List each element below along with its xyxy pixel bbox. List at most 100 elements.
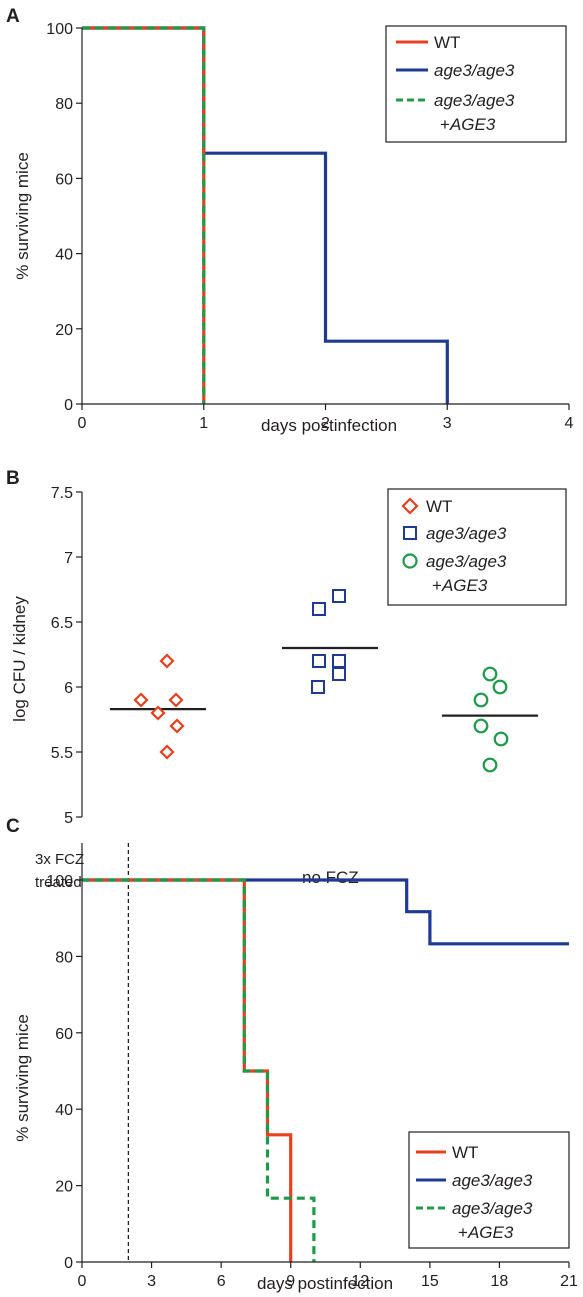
panel-c-ytick-label: 0 <box>64 1255 73 1272</box>
data-point-mut <box>312 602 326 616</box>
panel-b-ytick-label: 6 <box>64 680 73 697</box>
panel-a-letter: A <box>6 6 20 27</box>
panel-c-xtick-label: 3 <box>147 1273 156 1290</box>
panel-c-ytick-label: 20 <box>55 1179 73 1196</box>
panel-b-ytick-label: 6.5 <box>51 615 73 632</box>
panel-c-series-comp <box>82 878 316 1262</box>
data-point-wt <box>159 653 175 669</box>
panel-a-ylabel: % surviving mice <box>13 152 32 280</box>
panel-c-xtick-label: 18 <box>491 1273 509 1290</box>
panel-c-xlabel: days postinfection <box>257 1274 393 1293</box>
annotation-no-fcz: no FCZ <box>302 868 359 887</box>
panel-b-ylabel: log CFU / kidney <box>10 596 29 722</box>
data-point-mut <box>332 667 346 681</box>
data-point-mut <box>332 654 346 668</box>
panel-c-ytick-label: 100 <box>46 873 73 890</box>
legend-comp-label: age3/age3 <box>434 91 515 110</box>
annotation-treated-line1: 3x FCZ <box>35 851 84 868</box>
panel-c-ytick-label: 40 <box>55 1102 73 1119</box>
legend-b-comp-label-2: +AGE3 <box>432 576 488 595</box>
panel-a-xtick-label: 0 <box>78 415 87 432</box>
panel-a-ytick-label: 0 <box>64 397 73 414</box>
panel-c-xtick-label: 0 <box>78 1273 87 1290</box>
panel-a-ytick-label: 80 <box>55 96 73 113</box>
panel-b-legend: WT age3/age3 age3/age3 +AGE3 <box>387 488 567 606</box>
data-point-wt <box>133 692 149 708</box>
data-point-comp <box>482 666 498 682</box>
panel-a-xlabel: days postinfection <box>261 416 397 435</box>
data-point-wt <box>159 744 175 760</box>
panel-b-letter: B <box>6 468 20 489</box>
legend-comp-plus: + <box>440 115 450 134</box>
panel-b-legend-box <box>387 488 567 606</box>
legend-comp-label-2: +AGE3 <box>440 115 496 134</box>
panel-a-ytick-label: 20 <box>55 322 73 339</box>
panel-a-legend: WT age3/age3 age3/age3 +AGE3 <box>385 25 567 143</box>
panel-c-lines <box>82 878 569 1262</box>
legend-mut-label: age3/age3 <box>434 61 515 80</box>
panel-b-ytick-label: 5.5 <box>51 745 73 762</box>
panel-c-ytick-label: 60 <box>55 1026 73 1043</box>
legend-b-comp-marker <box>402 553 418 569</box>
panel-a-series-wt <box>82 26 206 404</box>
panel-b: B 5 5.5 6 6.5 7 7.5 log CFU / kidney WT age3/… <box>6 468 567 827</box>
legend-b-comp-label: age3/age3 <box>426 552 507 571</box>
panel-c-xtick-label: 12 <box>351 1273 369 1290</box>
data-point-mut <box>311 680 325 694</box>
legend-b-comp-gene: AGE3 <box>441 576 488 595</box>
panel-c-ytick-label: 80 <box>55 949 73 966</box>
legend-c-comp-plus: + <box>458 1223 468 1242</box>
legend-b-mut-label: age3/age3 <box>426 524 507 543</box>
legend-c-wt-label: WT <box>452 1143 478 1162</box>
panel-c-axes <box>81 843 569 1263</box>
data-point-comp <box>492 679 508 695</box>
legend-c-comp-gene: AGE3 <box>467 1223 514 1242</box>
data-point-comp <box>482 757 498 773</box>
panel-b-ytick-label: 7.5 <box>51 485 73 502</box>
legend-wt-label: WT <box>434 33 460 52</box>
data-point-comp <box>473 718 489 734</box>
panel-a-lines <box>82 26 449 404</box>
data-point-wt <box>150 705 166 721</box>
legend-c-comp-label: age3/age3 <box>452 1199 533 1218</box>
legend-c-comp-label-2: +AGE3 <box>458 1223 514 1242</box>
panel-b-ytick-label: 5 <box>64 810 73 827</box>
panel-a-ytick-label: 40 <box>55 247 73 264</box>
legend-comp-gene: AGE3 <box>449 115 496 134</box>
panel-c-xtick-label: 6 <box>217 1273 226 1290</box>
panel-a-series-comp <box>82 26 206 404</box>
panel-b-ticks: 5 5.5 6 6.5 7 7.5 <box>51 485 82 827</box>
panel-c-legend: WT age3/age3 age3/age3 +AGE3 <box>408 1131 570 1249</box>
panel-a-xtick-label: 4 <box>565 415 574 432</box>
legend-b-mut-marker <box>403 526 417 540</box>
legend-b-wt-marker <box>401 497 419 515</box>
panel-a-axes <box>81 28 569 405</box>
legend-b-comp-plus: + <box>432 576 442 595</box>
data-point-comp <box>473 692 489 708</box>
panel-a-xtick-label: 2 <box>321 415 330 432</box>
panel-a-legend-box <box>385 25 567 143</box>
data-point-wt <box>168 692 184 708</box>
legend-b-wt-label: WT <box>426 497 452 516</box>
legend-c-mut-label: age3/age3 <box>452 1171 533 1190</box>
panel-b-points <box>110 589 538 773</box>
panel-c-xtick-label: 15 <box>421 1273 439 1290</box>
panel-b-ytick-label: 7 <box>64 550 73 567</box>
panel-c-letter: C <box>6 816 20 837</box>
panel-c-ticks: 0 3 6 9 12 15 18 21 0 20 40 60 80 100 <box>46 873 578 1290</box>
data-point-wt <box>169 718 185 734</box>
panel-a-xtick-label: 1 <box>199 415 208 432</box>
panel-a-xtick-label: 3 <box>443 415 452 432</box>
data-point-comp <box>493 731 509 747</box>
panel-c-xtick-label: 9 <box>286 1273 295 1290</box>
panel-a-ytick-label: 60 <box>55 171 73 188</box>
data-point-mut <box>312 654 326 668</box>
panel-c-xtick-label: 21 <box>560 1273 578 1290</box>
data-point-mut <box>332 589 346 603</box>
panel-c-series-mut <box>82 878 569 946</box>
panel-c-ylabel: % surviving mice <box>13 1014 32 1142</box>
panel-a-ytick-label: 100 <box>46 21 73 38</box>
